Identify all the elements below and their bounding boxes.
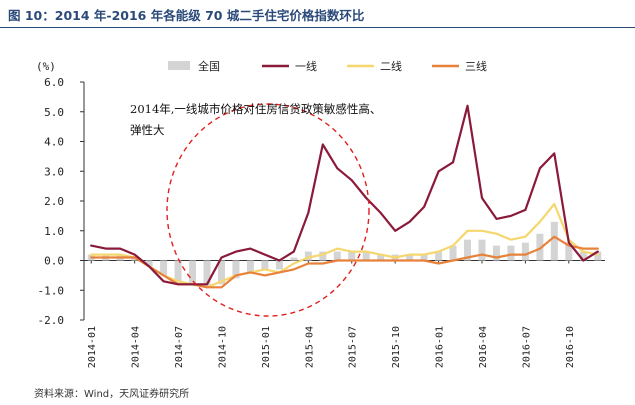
bar-quanguo [377, 254, 385, 261]
bar-quanguo [420, 254, 428, 261]
x-tick-label: 2016-04 [478, 326, 489, 368]
y-tick-label: 0.0 [44, 255, 64, 268]
x-tick-label: 2015-10 [391, 326, 402, 368]
bar-quanguo [406, 254, 414, 261]
x-tick-label: 2014-10 [217, 326, 228, 368]
bar-quanguo [333, 251, 341, 261]
line-series-tier1 [90, 104, 599, 286]
figure-title: 图 10：2014 年-2016 年各能级 70 城二手住宅价格指数环比 [8, 8, 365, 23]
legend-swatch-national [168, 61, 190, 70]
y-tick-label: -1.0 [38, 284, 65, 297]
y-tick-label: 2.0 [44, 195, 64, 208]
chart: 6.0 5.0 4.0 3.0 2.0 1.0 0.0 -1.0 -2.0 (%) 2014-01 2… [36, 59, 605, 368]
y-tick-label: 1.0 [44, 225, 64, 238]
y-tick-label: 5.0 [44, 106, 64, 119]
source-note: 资料来源：Wind，天风证券研究所 [34, 389, 190, 400]
bar-quanguo [261, 260, 269, 270]
x-tick-label: 2015-07 [348, 326, 359, 368]
bar-quanguo [290, 257, 298, 261]
x-tick-label: 2015-04 [304, 326, 315, 368]
bar-series-quanguo [87, 221, 602, 288]
bar-quanguo [217, 260, 225, 285]
y-tick-label: 3.0 [44, 165, 64, 178]
x-tick-label: 2015-01 [261, 326, 272, 368]
bar-quanguo [348, 251, 356, 261]
legend-label-tier3: 三线 [465, 59, 487, 73]
bar-quanguo [507, 245, 515, 261]
bar-quanguo [189, 260, 197, 285]
bar-quanguo [131, 257, 139, 261]
title-rule [0, 27, 635, 28]
bar-quanguo [160, 260, 168, 276]
x-tick-label: 2014-04 [131, 326, 142, 368]
y-tick-label: -2.0 [38, 314, 65, 327]
bar-quanguo [362, 251, 370, 261]
x-tick-label: 2014-01 [87, 326, 98, 368]
bar-quanguo [550, 221, 558, 261]
bar-quanguo [275, 260, 283, 270]
chart-axes: 6.0 5.0 4.0 3.0 2.0 1.0 0.0 -1.0 -2.0 (%) 2014-01 2… [36, 60, 605, 368]
y-tick-label: 6.0 [44, 76, 64, 89]
bar-quanguo [232, 260, 240, 279]
bar-quanguo [304, 251, 312, 261]
legend: 全国 一线 二线 三线 [168, 59, 487, 73]
bar-quanguo [319, 251, 327, 261]
annotation-line-2: 弹性大 [130, 123, 165, 137]
legend-label-tier2: 二线 [380, 59, 402, 73]
bar-quanguo [492, 245, 500, 261]
x-tick-label: 2016-01 [435, 326, 446, 368]
legend-label-national: 全国 [198, 59, 220, 73]
bar-quanguo [203, 260, 211, 288]
bar-quanguo [449, 245, 457, 261]
bar-quanguo [579, 251, 587, 261]
line-series-tier2 [90, 202, 599, 289]
y-unit-label: (%) [36, 60, 56, 73]
annotation-line-1: 2014年,一线城市价格对住房信贷政策敏感性高、 [130, 102, 381, 116]
bar-quanguo [521, 242, 529, 261]
x-tick-label: 2016-10 [565, 326, 576, 368]
bar-quanguo [145, 260, 153, 267]
legend-label-tier1: 一线 [295, 59, 317, 73]
bar-quanguo [246, 260, 254, 273]
highlight-circle [166, 103, 370, 317]
bar-quanguo [594, 251, 602, 261]
bar-quanguo [174, 260, 182, 285]
bar-quanguo [478, 239, 486, 261]
x-tick-label: 2016-07 [521, 326, 532, 368]
bar-quanguo [536, 233, 544, 261]
y-tick-label: 4.0 [44, 136, 64, 149]
line-series-group [90, 104, 599, 289]
bar-quanguo [565, 242, 573, 261]
bar-quanguo [435, 251, 443, 261]
annotation-group: 2014年,一线城市价格对住房信贷政策敏感性高、弹性大 [130, 102, 381, 317]
x-tick-label: 2014-07 [174, 326, 185, 368]
bar-quanguo [464, 239, 472, 261]
